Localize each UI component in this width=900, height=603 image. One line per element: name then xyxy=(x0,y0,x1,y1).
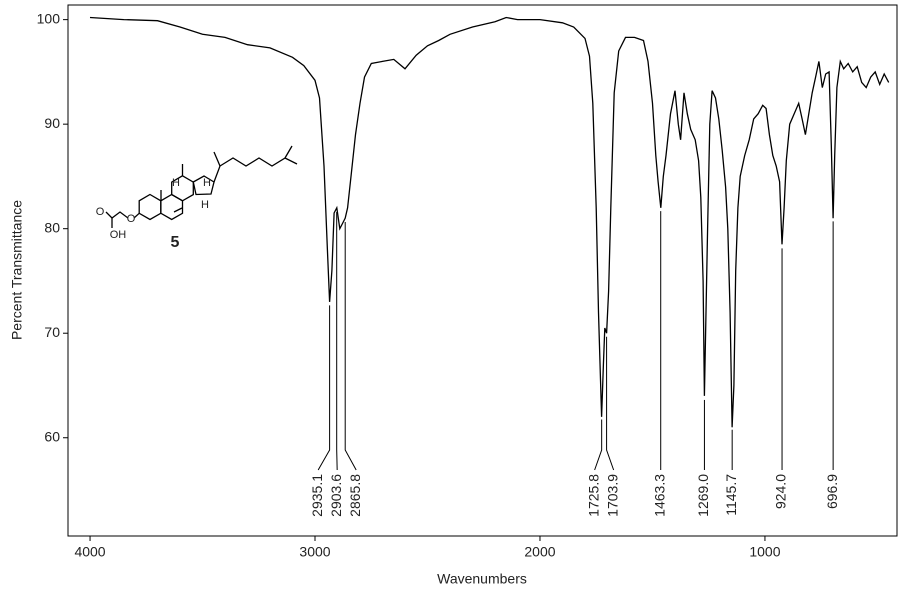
x-tick-label: 2000 xyxy=(524,544,555,560)
peak-label: 2865.8 xyxy=(347,474,363,517)
ring xyxy=(138,193,162,221)
peak-label: 1145.7 xyxy=(723,474,739,516)
x-axis-label: Wavenumbers xyxy=(437,571,527,587)
bond xyxy=(284,157,298,165)
peak-label: 1703.9 xyxy=(604,474,620,517)
atom-label: H xyxy=(203,177,211,189)
peak-label: 1725.8 xyxy=(585,474,601,517)
peak-leader xyxy=(317,305,331,471)
bond xyxy=(213,145,293,183)
y-tick-label: 100 xyxy=(37,10,61,26)
x-tick-label: 4000 xyxy=(74,544,105,560)
peak-label: 924.0 xyxy=(773,474,789,509)
peak-label: 1269.0 xyxy=(695,474,711,517)
spectrum-line xyxy=(89,16,890,428)
atom-label: O xyxy=(96,206,105,218)
x-tick-label: 3000 xyxy=(299,544,330,560)
peak-leader xyxy=(344,222,357,471)
peak-label: 696.9 xyxy=(824,474,840,509)
bond xyxy=(133,212,140,219)
y-tick-label: 60 xyxy=(44,428,60,444)
ring xyxy=(192,175,215,196)
peak-label: 1463.3 xyxy=(651,474,667,517)
bond xyxy=(173,207,183,213)
atom-label: H xyxy=(172,177,180,189)
y-axis-label: Percent Transmittance xyxy=(9,200,25,340)
y-tick-label: 90 xyxy=(44,115,60,131)
peak-label: 2903.6 xyxy=(328,474,344,517)
peak-leader xyxy=(606,336,615,471)
plot-frame xyxy=(67,4,898,537)
peak-leader xyxy=(594,419,603,471)
bond xyxy=(213,151,221,167)
x-tick-label: 1000 xyxy=(749,544,780,560)
atom-label: O xyxy=(127,213,136,225)
atom-label: OH xyxy=(110,229,127,241)
atom-label: H xyxy=(201,199,209,211)
bond xyxy=(105,211,129,219)
compound-number: 5 xyxy=(171,234,180,251)
y-tick-label: 80 xyxy=(44,219,60,235)
peak-label: 2935.1 xyxy=(309,474,325,517)
y-tick-label: 70 xyxy=(44,324,60,340)
